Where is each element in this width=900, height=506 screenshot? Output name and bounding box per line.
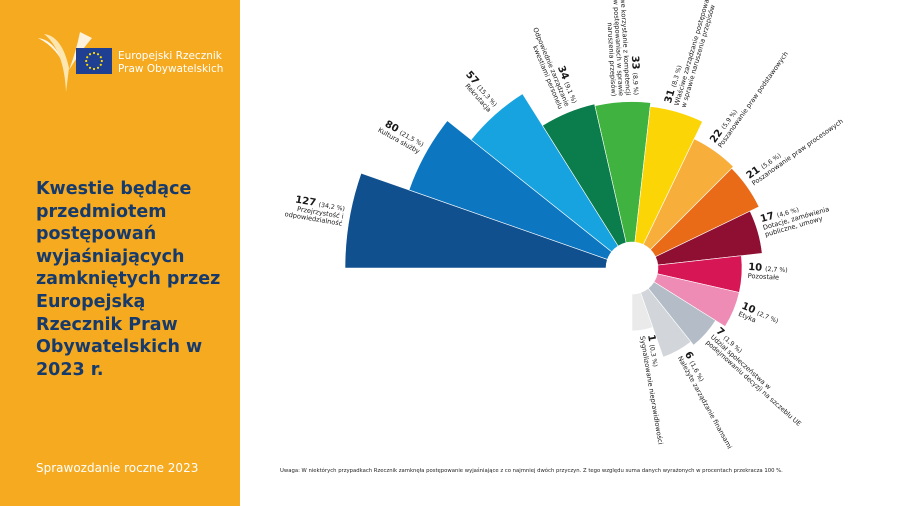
slice-label-12: 7(1,9 %)Udział społeczeństwa wpodejmowan… (704, 326, 803, 428)
slice-5 (594, 101, 651, 244)
slice-category-line: podejmowaniu decyzji na szczeblu UE (704, 339, 803, 428)
slice-14 (631, 292, 654, 332)
slice-value-5: 33 (8,9 %) (629, 55, 642, 95)
slice-2 (408, 120, 613, 260)
slice-label-1: 127(34,2 %)Przejrzystość iodpowiedzialno… (284, 195, 345, 228)
slice-3 (470, 93, 619, 253)
slice-label-11: 10(2,7 %)Etyka (737, 301, 779, 325)
slice-category-line: Poszanowanie praw procesowych (750, 117, 844, 187)
slice-label-6: 31(8,3 %)Właściwe zarządzanie postępowan… (663, 0, 717, 109)
report-footer: Sprawozdanie roczne 2023 (36, 461, 199, 475)
ombudsman-logo (38, 32, 112, 92)
slice-percent: (2,7 %) (765, 266, 788, 274)
slice-7 (642, 138, 734, 251)
slice-13 (640, 287, 692, 358)
slice-count: 31 (663, 88, 677, 104)
slice-category-line: Udział społeczeństwa w (709, 333, 773, 391)
slice-label-4: 34(9,1 %)Odpowiednie zarządzaniekwestiam… (531, 26, 578, 110)
logo-line-1: Europejski Rzecznik (118, 50, 222, 62)
slice-count: 17 (759, 211, 775, 225)
slice-count: 34 (555, 64, 571, 81)
slice-label-10: 10 (2,7 %)Pozostałe (748, 262, 788, 282)
slice-count: 1 (645, 334, 657, 343)
slice-count: 10 (748, 262, 763, 274)
slice-count: 33 (629, 55, 641, 70)
slice-percent: (2,7 %) (756, 310, 779, 325)
slice-count: 127 (294, 195, 316, 209)
slice-value-10: 10 (2,7 %) (748, 262, 788, 275)
slice-6 (634, 106, 703, 245)
slice-count: 10 (740, 301, 757, 317)
slice-value-1: 127(34,2 %) (294, 195, 345, 214)
slice-1 (344, 172, 608, 269)
slice-11 (653, 273, 740, 327)
footnote: Uwaga: W niektórych przypadkach Rzecznik… (280, 468, 783, 474)
slice-percent: (34,2 %) (318, 201, 345, 212)
slice-12 (647, 281, 717, 346)
slice-value-14: 1(0,3 %) (645, 334, 661, 368)
slice-category-line: Należyte zarządzanie finansami (676, 355, 734, 451)
logo-text: Europejski Rzecznik Praw Obywatelskich (118, 50, 238, 76)
slice-count: 6 (682, 350, 695, 361)
slice-category-line: Pozostałe (748, 272, 780, 282)
slice-percent: (8,9 %) (631, 72, 639, 95)
slice-percent: (0,3 %) (648, 344, 659, 367)
slice-4 (542, 103, 627, 247)
slice-category-line: Poszanowanie praw podstawowych (716, 50, 790, 149)
slice-label-5: 33(8,9 %)Właściwe korzystanie z kompeten… (606, 0, 642, 97)
page-title: Kwestie będące przedmiotem postępowań wy… (36, 179, 221, 380)
slice-label-3: 57(15,3 %)Rekrutacja (463, 69, 498, 113)
slice-8 (649, 167, 760, 258)
logo-line-2: Praw Obywatelskich (118, 63, 224, 75)
slice-9 (655, 210, 763, 266)
slice-label-2: 80(21,5 %)Kultura służby (377, 119, 425, 156)
slice-label-7: 22(5,9 %)Poszanowanie praw podstawowych (708, 50, 790, 149)
slice-label-8: 21(5,6 %)Poszanowanie praw procesowych (745, 117, 845, 187)
sidebar: Europejski Rzecznik Praw Obywatelskich K… (0, 0, 240, 506)
